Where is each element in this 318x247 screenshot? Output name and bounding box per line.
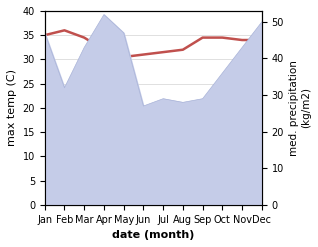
X-axis label: date (month): date (month) bbox=[112, 230, 194, 240]
Y-axis label: med. precipitation
(kg/m2): med. precipitation (kg/m2) bbox=[289, 60, 311, 156]
Y-axis label: max temp (C): max temp (C) bbox=[7, 69, 17, 146]
